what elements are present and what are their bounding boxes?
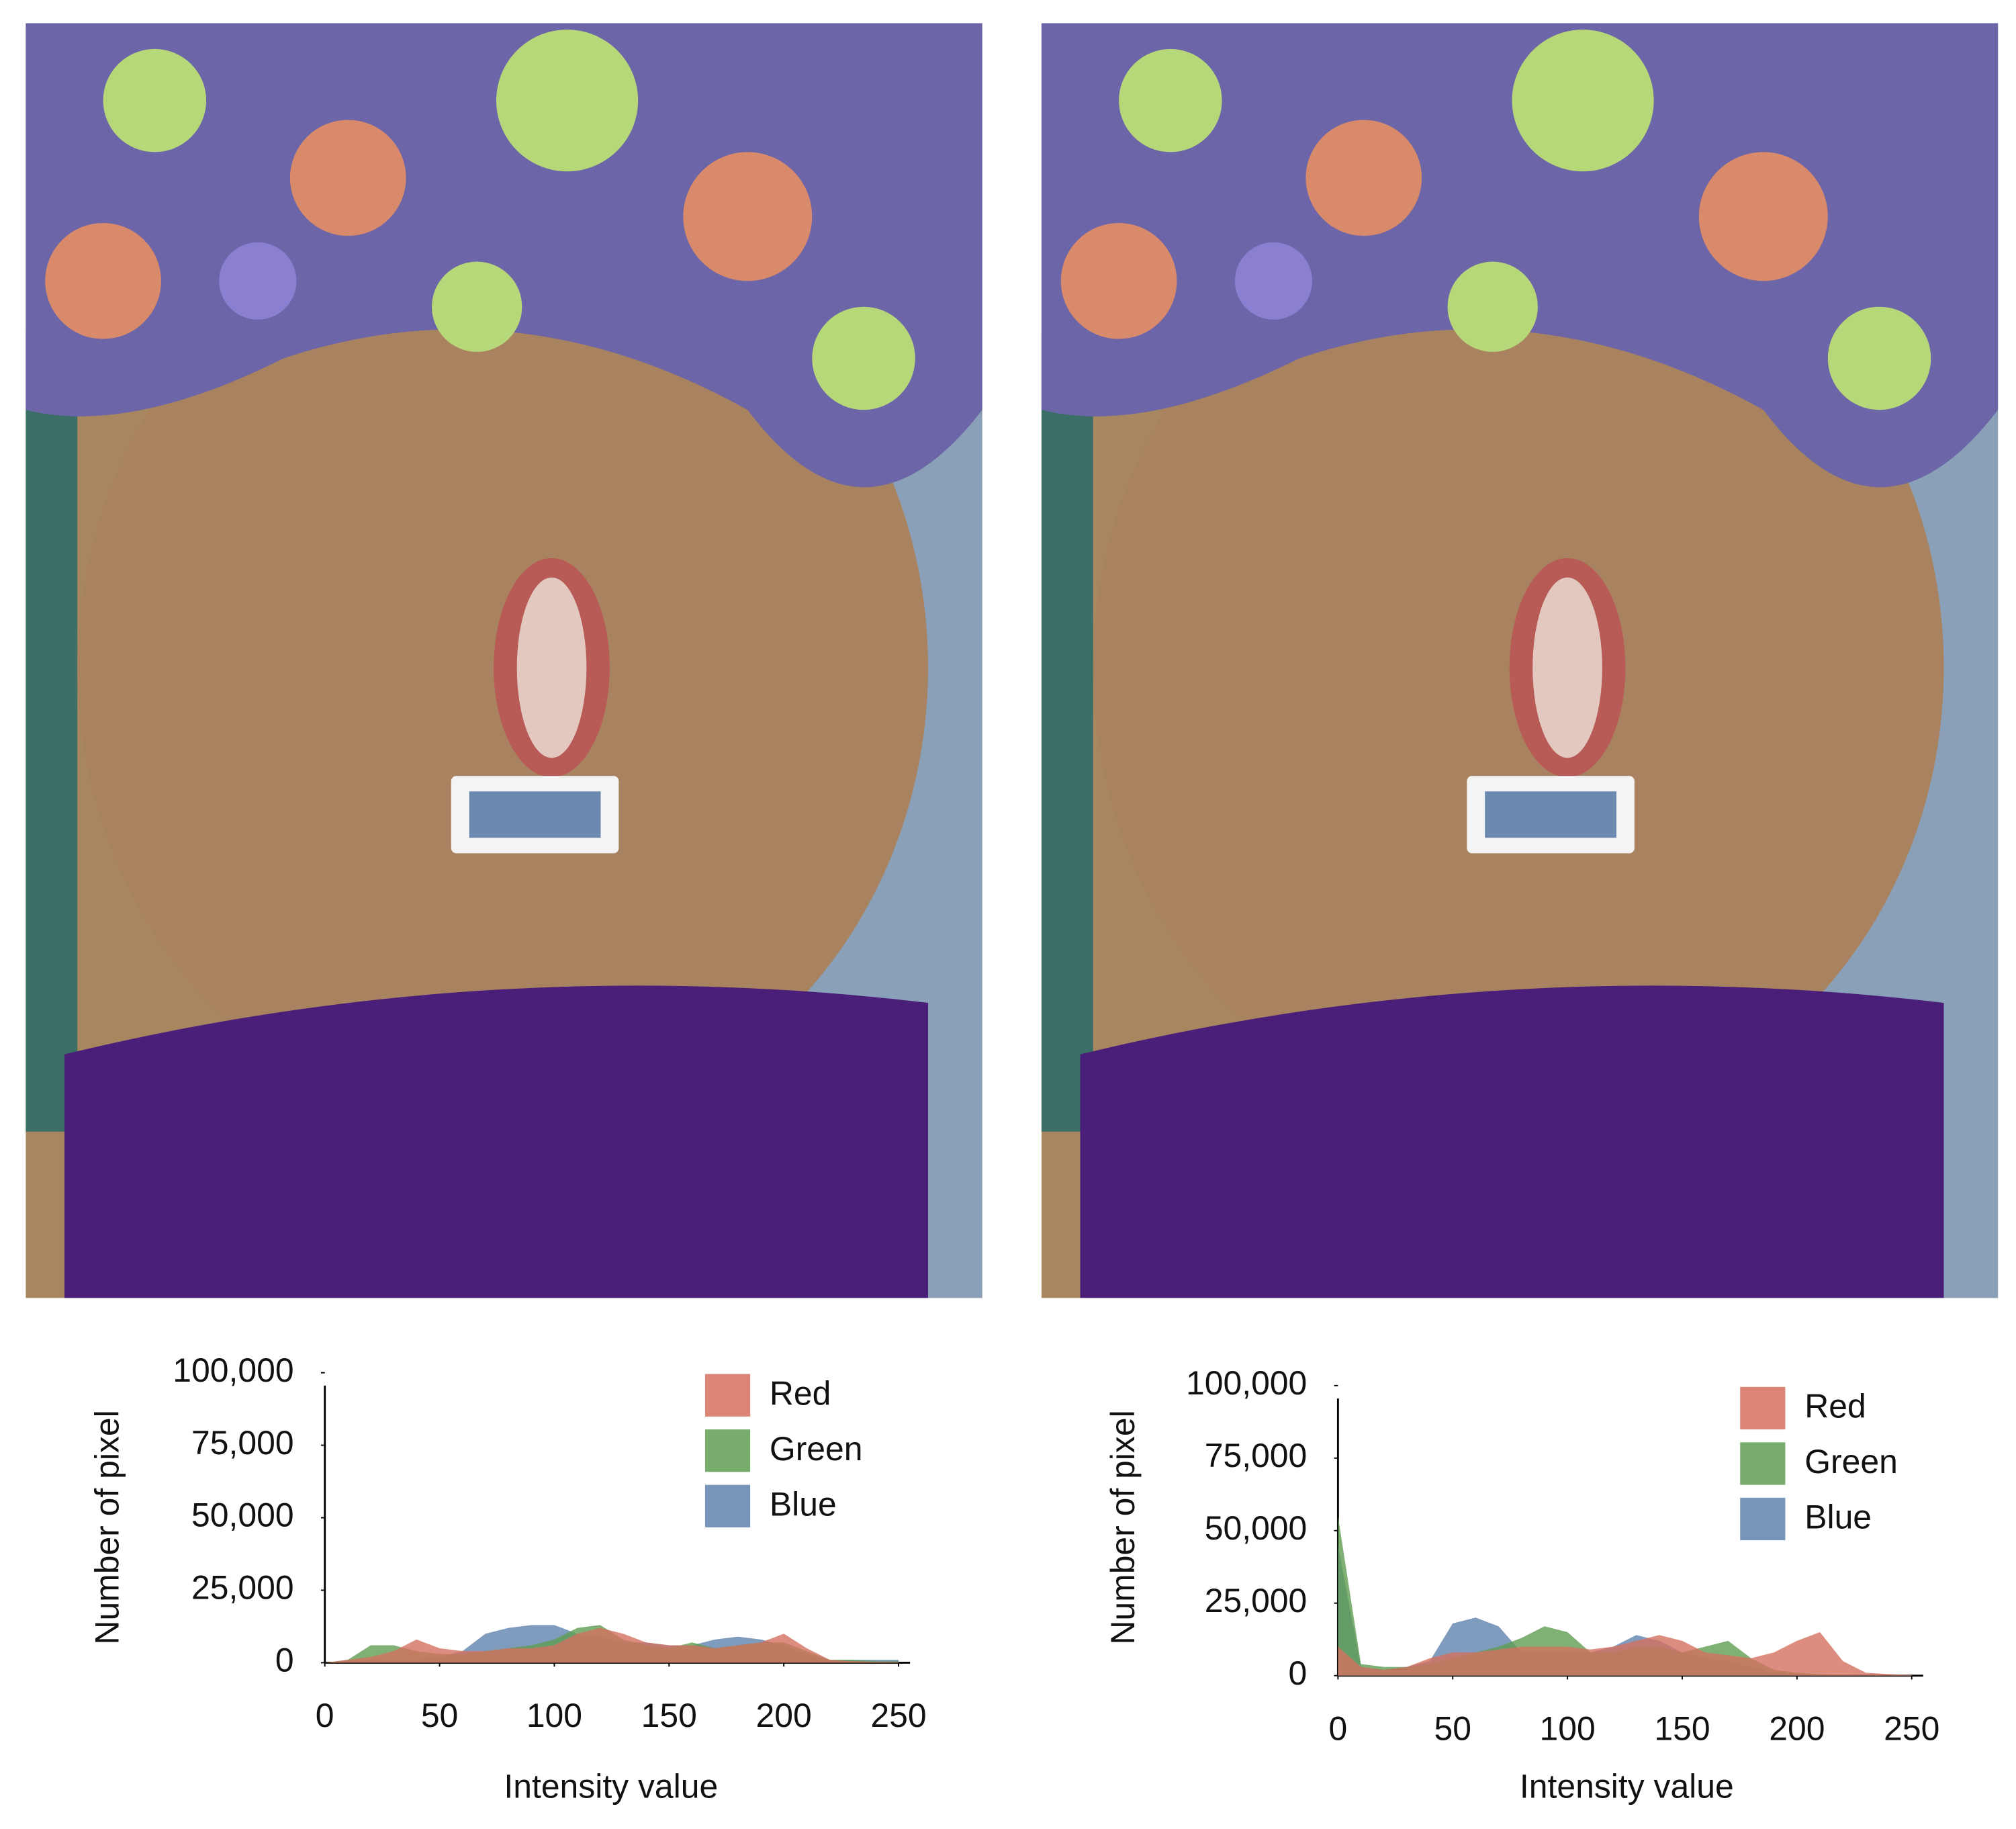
legend-label: Green xyxy=(1804,1443,1898,1480)
legend-label: Red xyxy=(1804,1388,1866,1425)
y-tick-label: 100,000 xyxy=(173,1351,293,1389)
legend-swatch xyxy=(704,1374,751,1417)
y-axis-label: Number of pixel xyxy=(88,1410,126,1644)
legend-swatch xyxy=(1740,1442,1786,1485)
y-tick-label: 0 xyxy=(1289,1654,1308,1692)
y-tick-label: 75,000 xyxy=(1205,1437,1308,1474)
y-tick-label: 50,000 xyxy=(191,1497,294,1534)
y-tick-label: 75,000 xyxy=(191,1424,294,1462)
y-tick-label: 100,000 xyxy=(1186,1364,1307,1402)
x-tick-label: 200 xyxy=(756,1697,812,1734)
x-axis-label: Intensity value xyxy=(504,1768,718,1805)
x-tick-label: 150 xyxy=(1654,1709,1710,1747)
x-axis-label: Intensity value xyxy=(1520,1768,1734,1805)
area xyxy=(324,1627,899,1663)
photo-corrected xyxy=(1041,23,1999,1298)
legend-label: Green xyxy=(770,1430,863,1468)
legend-label: Blue xyxy=(770,1485,837,1523)
legend-label: Red xyxy=(770,1374,831,1412)
x-tick-label: 0 xyxy=(1328,1709,1347,1747)
legend-label: Blue xyxy=(1804,1499,1872,1536)
x-tick-label: 0 xyxy=(316,1697,334,1734)
y-tick-label: 25,000 xyxy=(1205,1582,1308,1619)
photo-original xyxy=(26,23,982,1298)
legend-swatch xyxy=(1740,1497,1786,1541)
y-tick-label: 0 xyxy=(275,1642,294,1679)
x-tick-label: 150 xyxy=(641,1697,697,1734)
x-tick-label: 200 xyxy=(1769,1709,1825,1747)
legend-swatch xyxy=(1740,1386,1786,1430)
area xyxy=(1338,1545,1912,1676)
x-tick-label: 250 xyxy=(1884,1709,1939,1747)
legend-swatch xyxy=(704,1429,751,1472)
y-tick-label: 25,000 xyxy=(191,1569,294,1607)
x-tick-label: 50 xyxy=(1434,1709,1471,1747)
area xyxy=(1338,1632,1912,1676)
y-axis-label: Number of pixel xyxy=(1104,1410,1142,1644)
x-tick-label: 100 xyxy=(526,1697,582,1734)
x-tick-label: 100 xyxy=(1539,1709,1595,1747)
y-tick-label: 50,000 xyxy=(1205,1509,1308,1547)
x-tick-label: 250 xyxy=(870,1697,926,1734)
x-tick-label: 50 xyxy=(421,1697,458,1734)
legend-swatch xyxy=(704,1484,751,1527)
